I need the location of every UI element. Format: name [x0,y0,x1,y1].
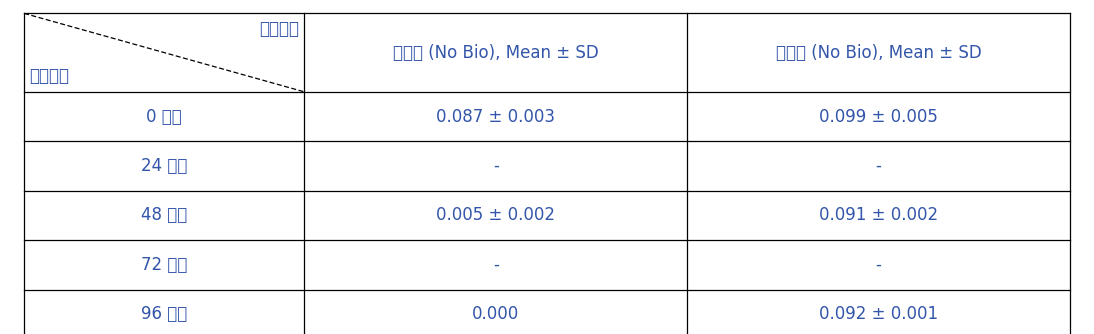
Text: 0.092 ± 0.001: 0.092 ± 0.001 [819,305,938,323]
Text: 96 시간: 96 시간 [141,305,187,323]
Text: 0.099 ± 0.005: 0.099 ± 0.005 [819,108,938,126]
Text: 48 시간: 48 시간 [141,206,187,224]
Text: 24 시간: 24 시간 [141,157,187,175]
Text: 경과시간: 경과시간 [30,67,70,85]
Text: 72 시간: 72 시간 [141,256,187,274]
Text: 0.091 ± 0.002: 0.091 ± 0.002 [819,206,938,224]
Text: -: - [875,157,882,175]
Text: 유수식 (No Bio), Mean ± SD: 유수식 (No Bio), Mean ± SD [776,44,981,61]
Text: 0.005 ± 0.002: 0.005 ± 0.002 [437,206,556,224]
Text: 지수식 (No Bio), Mean ± SD: 지수식 (No Bio), Mean ± SD [393,44,598,61]
Text: 시험항목: 시험항목 [259,20,299,38]
Text: 0 시간: 0 시간 [147,108,182,126]
Text: -: - [875,256,882,274]
Text: 0.000: 0.000 [473,305,520,323]
Text: -: - [492,157,499,175]
Text: 0.087 ± 0.003: 0.087 ± 0.003 [437,108,556,126]
Text: -: - [492,256,499,274]
